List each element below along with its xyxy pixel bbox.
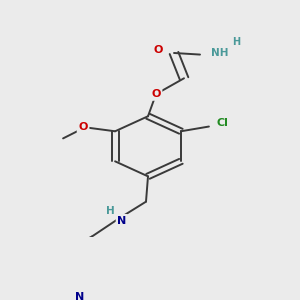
Text: Cl: Cl — [217, 118, 229, 128]
Text: H: H — [106, 206, 114, 216]
Text: H: H — [232, 37, 240, 47]
Text: N: N — [117, 216, 127, 226]
Text: N: N — [75, 292, 85, 300]
Text: O: O — [151, 89, 161, 99]
Text: O: O — [78, 122, 88, 132]
Text: NH: NH — [211, 48, 229, 58]
Text: O: O — [153, 45, 163, 55]
